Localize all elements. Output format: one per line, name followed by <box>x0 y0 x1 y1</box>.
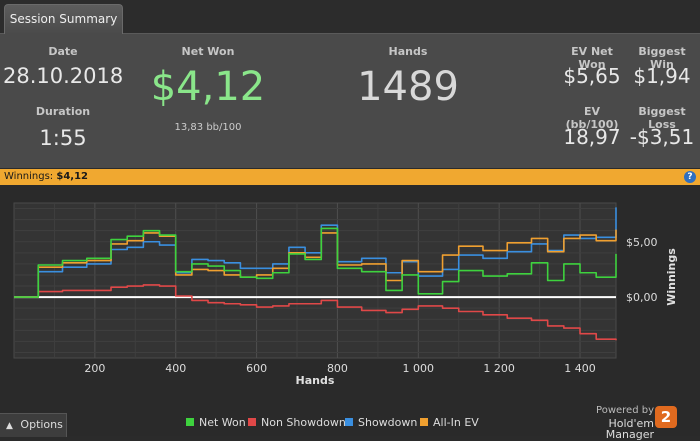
legend-non-showdown[interactable]: Non Showdown <box>248 416 346 430</box>
x-tick-labels: 200 400 600 800 1 000 1 200 1 400 <box>84 362 595 375</box>
x-tick-label: 800 <box>327 362 348 375</box>
biggest-loss-label: Biggest Loss <box>638 105 686 131</box>
biggest-win-label: Biggest Win <box>638 45 686 71</box>
x-tick-label: 1 200 <box>483 362 515 375</box>
ev-net-won-value: $5,65 <box>563 64 621 88</box>
y-axis-label: Winnings <box>665 248 678 306</box>
x-axis-label: Hands <box>296 374 335 387</box>
legend-swatch-net-won <box>186 418 194 426</box>
ev-bb100-label: EV (bb/100) <box>565 105 619 131</box>
biggest-win-value: $1,94 <box>633 64 691 88</box>
winnings-label: Winnings: <box>4 171 54 182</box>
tab-session-summary[interactable]: Session Summary <box>4 4 123 34</box>
series-line-net-won <box>14 227 617 298</box>
help-icon[interactable]: ? <box>684 171 696 183</box>
winnings-bar: Winnings: $4,12 ? <box>0 169 700 185</box>
legend-net-won[interactable]: Net Won <box>186 416 246 430</box>
hm2-logo-icon: 2 <box>655 406 677 428</box>
x-tick-label: 600 <box>246 362 267 375</box>
holdem-manager-text: Hold'em Manager <box>605 417 654 441</box>
chevron-up-icon: ▲ <box>6 421 13 431</box>
series-line-non-showdown <box>14 284 617 341</box>
legend-label-showdown: Showdown <box>358 416 418 429</box>
plot-background <box>13 202 617 359</box>
net-won-bb100: 13,83 bb/100 <box>174 122 242 133</box>
x-tick-label: 1 400 <box>564 362 596 375</box>
legend-label-non-showdown: Non Showdown <box>261 416 346 429</box>
ev-bb100-value: 18,97 <box>563 125 621 149</box>
ev-net-won-label: EV Net Won <box>571 45 613 71</box>
net-won-label: Net Won <box>181 45 235 58</box>
legend-swatch-all-in-ev <box>420 418 428 426</box>
hands-value: 1489 <box>357 64 459 110</box>
x-tick-label: 400 <box>165 362 186 375</box>
winnings-chart: 200 400 600 800 1 000 1 200 1 400 $0,00 $5,00 H… <box>0 185 700 436</box>
session-summary-panel: Date 28.10.2018 Duration 1:55 Net Won $4… <box>0 34 700 168</box>
powered-by: Powered by Hold'em Manager <box>588 405 654 440</box>
biggest-loss-value: -$3,51 <box>629 125 695 149</box>
legend-label-net-won: Net Won <box>199 416 246 429</box>
legend-all-in-ev[interactable]: All-In EV <box>420 416 479 430</box>
options-label: Options <box>20 418 63 431</box>
winnings-title: Winnings: $4,12 <box>4 169 88 185</box>
hands-label: Hands <box>388 45 428 58</box>
winnings-chart-svg: 200 400 600 800 1 000 1 200 1 400 $0,00 $5,00 H… <box>13 202 678 387</box>
powered-by-text: Powered by <box>596 405 654 416</box>
x-tick-label: 1 000 <box>403 362 435 375</box>
date-label: Date <box>48 45 78 58</box>
legend-swatch-non-showdown <box>248 418 256 426</box>
y-tick-label: $0,00 <box>626 291 658 304</box>
winnings-value: $4,12 <box>56 171 88 182</box>
duration-label: Duration <box>35 105 91 118</box>
tab-bar: Session Summary <box>0 0 700 34</box>
legend-label-all-in-ev: All-In EV <box>433 416 479 429</box>
legend-swatch-showdown <box>345 418 353 426</box>
legend-showdown[interactable]: Showdown <box>345 416 417 430</box>
date-value: 28.10.2018 <box>3 64 124 88</box>
net-won-value: $4,12 <box>150 64 266 110</box>
x-tick-label: 200 <box>84 362 105 375</box>
series-lines <box>14 207 617 341</box>
y-tick-label: $5,00 <box>626 236 658 249</box>
series-line-showdown <box>14 207 617 298</box>
options-button[interactable]: ▲ Options <box>0 413 67 437</box>
duration-value: 1:55 <box>39 126 87 150</box>
y-tick-labels: $0,00 $5,00 <box>626 236 658 304</box>
